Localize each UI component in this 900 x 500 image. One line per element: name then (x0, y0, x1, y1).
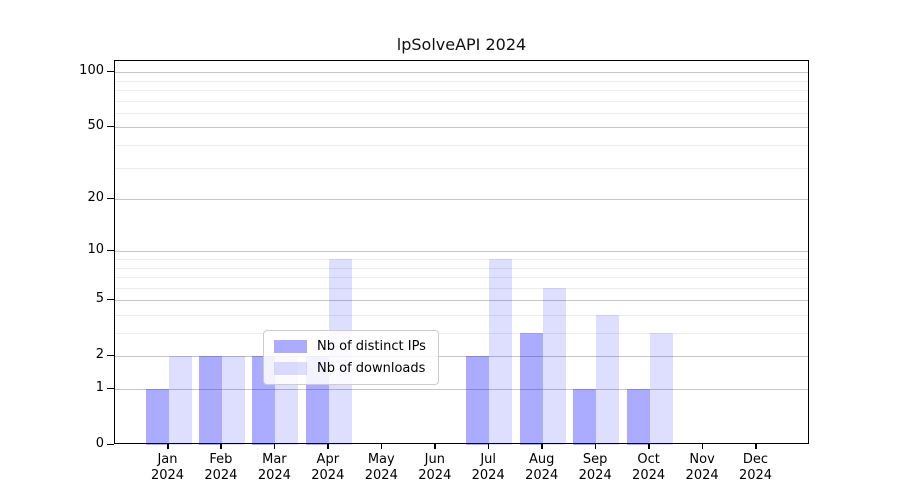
y-tick-label: 5 (95, 291, 104, 307)
x-tick-label: Mar 2024 (257, 452, 291, 483)
bar-distinct-ips (198, 356, 222, 445)
bar-distinct-ips (145, 389, 169, 445)
minor-gridline (115, 80, 808, 82)
major-gridline (115, 199, 808, 201)
x-tick-label: Feb 2024 (204, 452, 238, 483)
x-tick-mark (434, 444, 436, 449)
major-gridline (115, 251, 808, 253)
x-tick-label: Jan 2024 (150, 452, 185, 483)
minor-gridline (115, 315, 808, 316)
x-tick-mark (541, 444, 543, 449)
y-tick-label: 10 (87, 242, 104, 258)
x-tick-label: Oct 2024 (632, 452, 666, 483)
legend-swatch-downloads-icon (274, 362, 307, 375)
y-tick-mark (107, 354, 114, 357)
bar-distinct-ips (519, 333, 543, 445)
y-tick-label: 0 (95, 436, 104, 451)
major-gridline (115, 127, 808, 129)
x-tick-label: May 2024 (364, 452, 398, 483)
x-tick-mark (327, 444, 329, 449)
minor-gridline (115, 100, 808, 102)
minor-gridline (115, 259, 808, 260)
legend-label-downloads: Nb of downloads (317, 361, 426, 376)
bar-downloads (168, 356, 192, 445)
x-tick-label: Dec 2024 (738, 452, 773, 483)
x-tick-label: Sep 2024 (578, 452, 612, 483)
bar-distinct-ips (466, 356, 490, 445)
x-tick-mark (701, 444, 704, 449)
y-tick-mark (107, 298, 114, 301)
chart-title: lpSolveAPI 2024 (396, 35, 527, 54)
y-tick-label: 2 (95, 347, 104, 363)
x-tick-mark (755, 444, 757, 449)
minor-gridline (115, 90, 808, 91)
y-tick-mark (107, 249, 114, 252)
x-tick-label: Aug 2024 (525, 452, 559, 483)
bar-downloads (649, 333, 673, 445)
y-tick-label: 1 (95, 380, 104, 395)
legend-item-downloads: Nb of downloads (274, 361, 426, 376)
major-gridline (115, 72, 808, 74)
x-tick-mark (273, 444, 276, 449)
legend-swatch-distinct-ips-icon (274, 340, 307, 353)
y-tick-mark (107, 197, 114, 200)
x-tick-mark (648, 444, 650, 449)
bar-downloads (221, 356, 245, 445)
x-tick-label: Nov 2024 (685, 452, 719, 483)
bar-downloads (489, 259, 513, 445)
minor-gridline (115, 112, 808, 114)
minor-gridline (115, 267, 808, 269)
x-tick-mark (167, 444, 169, 449)
major-gridline (115, 389, 808, 390)
major-gridline (115, 300, 808, 302)
major-gridline (115, 356, 808, 358)
x-tick-label: Jul 2024 (471, 452, 505, 483)
bar-downloads (596, 315, 620, 445)
x-tick-mark (487, 444, 490, 449)
minor-gridline (115, 287, 808, 289)
minor-gridline (115, 277, 808, 278)
y-tick-label: 50 (87, 118, 104, 134)
y-tick-mark (107, 125, 114, 128)
legend-label-distinct-ips: Nb of distinct IPs (317, 339, 426, 354)
y-tick-mark (107, 70, 114, 73)
x-tick-mark (380, 444, 383, 449)
y-tick-mark (107, 443, 114, 445)
minor-gridline (115, 167, 808, 169)
x-tick-label: Jun 2024 (418, 452, 452, 483)
x-tick-mark (220, 444, 222, 449)
x-tick-label: Apr 2024 (311, 452, 345, 483)
legend: Nb of distinct IPs Nb of downloads (263, 330, 439, 385)
bar-downloads (542, 287, 566, 445)
plot-area (114, 60, 809, 445)
bar-distinct-ips (626, 389, 650, 445)
bar-distinct-ips (573, 389, 597, 445)
y-tick-mark (107, 387, 114, 389)
minor-gridline (115, 333, 808, 334)
y-tick-label: 20 (87, 190, 104, 206)
x-tick-mark (594, 444, 597, 449)
y-tick-label: 100 (79, 63, 104, 79)
minor-gridline (115, 145, 808, 146)
legend-item-distinct-ips: Nb of distinct IPs (274, 339, 426, 354)
